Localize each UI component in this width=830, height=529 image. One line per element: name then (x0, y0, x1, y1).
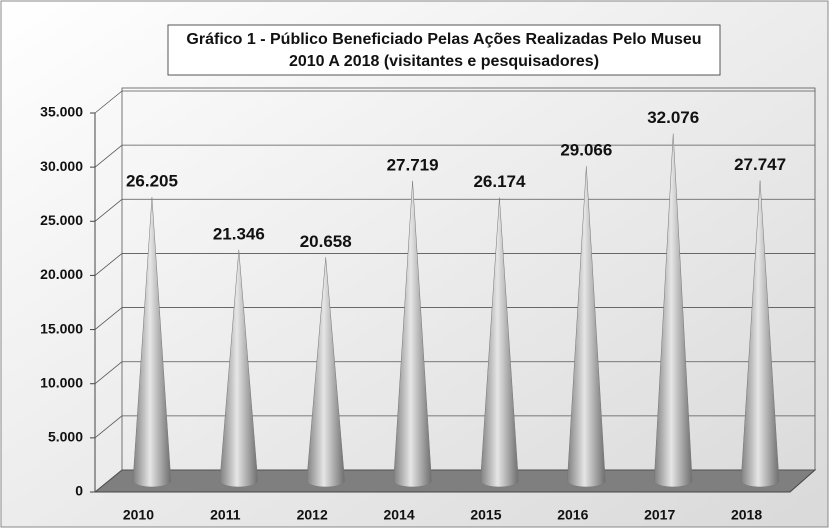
y-tick-label: 20.000 (40, 266, 83, 282)
chart-subtitle: 2010 A 2018 (visitantes e pesquisadores) (289, 53, 599, 70)
title-box (167, 24, 721, 76)
y-tick-label: 35.000 (40, 104, 83, 120)
grid-side (94, 253, 123, 276)
y-tick-label: 15.000 (40, 320, 83, 336)
x-tick-label: 2018 (731, 507, 762, 523)
cone (653, 133, 693, 488)
cone (219, 249, 259, 488)
x-tick-label: 2015 (470, 507, 501, 523)
y-tick-label: 5.000 (48, 429, 83, 445)
grid-side (94, 90, 123, 114)
grid-side (94, 415, 123, 439)
x-tick-label: 2014 (383, 507, 414, 523)
cone (480, 197, 519, 488)
cone (306, 257, 345, 488)
y-tick-label: 10.000 (40, 374, 83, 390)
x-tick-label: 2012 (297, 507, 328, 523)
y-tick-label: 0 (75, 483, 83, 499)
x-tick-label: 2010 (123, 507, 154, 523)
cone (393, 180, 432, 488)
value-label: 26.174 (473, 172, 526, 191)
y-tick-label: 25.000 (40, 212, 83, 228)
value-label: 20.658 (300, 232, 352, 251)
cone (132, 197, 172, 488)
grid-side (94, 469, 123, 493)
value-label: 26.205 (126, 172, 178, 191)
chart-title: Gráfico 1 - Público Beneficiado Pelas Aç… (186, 31, 701, 48)
grid-side (94, 307, 123, 330)
grid-side (94, 198, 123, 222)
x-tick-label: 2011 (210, 507, 241, 523)
value-label: 29.066 (560, 141, 612, 160)
y-tick-label: 30.000 (40, 158, 83, 174)
floor (93, 469, 817, 493)
value-label: 32.076 (647, 108, 699, 127)
cone (567, 166, 606, 488)
value-label: 21.346 (213, 224, 265, 243)
cone (740, 180, 780, 488)
grid-side (94, 361, 123, 385)
grid-side (94, 144, 123, 168)
x-tick-label: 2017 (644, 507, 675, 523)
x-tick-label: 2016 (557, 507, 588, 523)
value-label: 27.719 (387, 155, 439, 174)
value-label: 27.747 (734, 155, 786, 174)
